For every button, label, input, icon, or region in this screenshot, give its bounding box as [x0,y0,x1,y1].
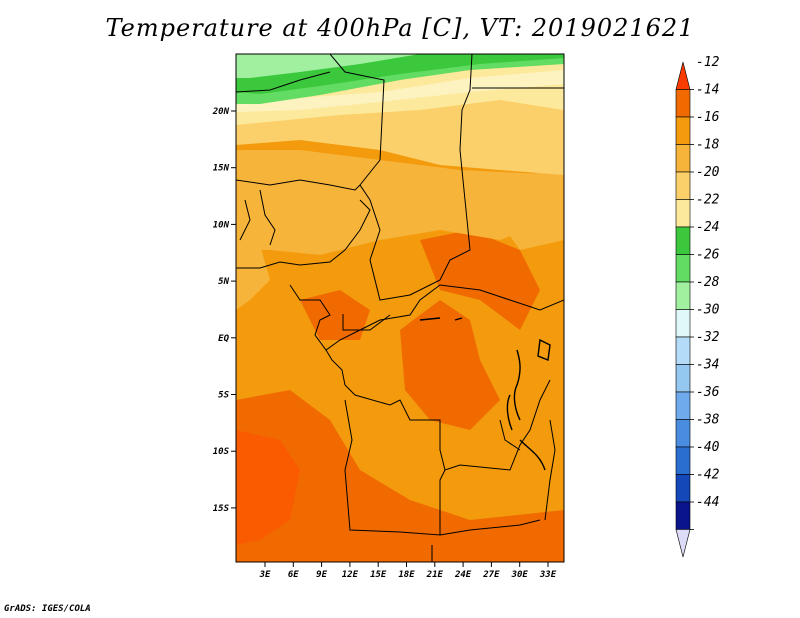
colorbar-top-triangle [675,61,691,90]
colorbar-label: -36 [696,385,720,400]
colorbar-label: -18 [696,138,720,153]
colorbar-label: -28 [696,275,720,290]
colorbar-segment [675,391,691,420]
lon-label: 15E [370,570,387,580]
colorbar-label: -40 [696,440,720,455]
lon-label: 30E [511,570,529,580]
lat-label: 15N [213,164,230,174]
colorbar-segment [675,226,691,255]
lon-label: 18E [398,570,415,580]
lon-label: 12E [342,570,359,580]
colorbar-bottom-triangle [675,529,691,558]
colorbar-segment [675,336,691,365]
colorbar-label: -16 [696,110,720,125]
lat-label: EQ [218,334,229,344]
colorbar-segment [675,309,691,338]
longitude-axis: 3E 6E 9E 12E 15E 18E 21E 24E 27E 30E 33E [259,562,557,580]
colorbar-label: -44 [696,495,719,510]
colorbar-label: -42 [696,468,720,483]
colorbar-segment [675,199,691,228]
country-borders [236,54,564,562]
lat-label: 5N [218,277,229,287]
colorbar-segment [675,89,691,118]
lon-label: 3E [259,570,271,580]
lon-label: 6E [288,570,299,580]
lon-label: 33E [539,570,557,580]
colorbar-segment [675,364,691,393]
colorbar-segment [675,474,691,503]
colorbar-label: -24 [696,220,719,235]
lon-label: 24E [454,570,472,580]
lakes-coastline [419,317,551,471]
lon-label: 9E [316,570,327,580]
colorbar-segment [675,446,691,475]
colorbar-segment [675,281,691,310]
colorbar-segment [675,501,691,530]
colorbar-label: -26 [696,248,720,263]
colorbar-segment [675,419,691,448]
map-frame [235,53,565,563]
map-title: Temperature at 400hPa [C], VT: 201902162… [105,14,695,42]
credit-label: GrADS: IGES/COLA [4,604,91,614]
lat-label: 5S [218,391,229,401]
colorbar-segment [675,254,691,283]
colorbar-label: -30 [696,303,720,318]
latitude-axis: 20N 15N 10N 5N EQ 5S 10S 15S [212,107,236,514]
colorbar-label: -12 [696,55,720,70]
lon-label: 21E [426,570,444,580]
lat-label: 15S [213,504,230,514]
colorbar-label: -22 [696,193,720,208]
lat-label: 10S [213,447,230,457]
colorbar-segment [675,144,691,173]
lat-label: 10N [213,220,230,230]
colorbar: -12 -14 -16 -18 -20 -22 -24 -26 -28 -30 -32 -34 -36 -… [675,55,720,558]
colorbar-segment [675,116,691,145]
colorbar-label: -20 [696,165,720,180]
lat-label: 20N [212,107,230,117]
colorbar-label: -34 [696,358,719,373]
colorbar-label: -14 [696,83,719,98]
temperature-field [236,54,564,562]
lon-label: 27E [482,570,500,580]
colorbar-label: -32 [696,330,720,345]
colorbar-segment [675,171,691,200]
colorbar-label: -38 [696,413,720,428]
